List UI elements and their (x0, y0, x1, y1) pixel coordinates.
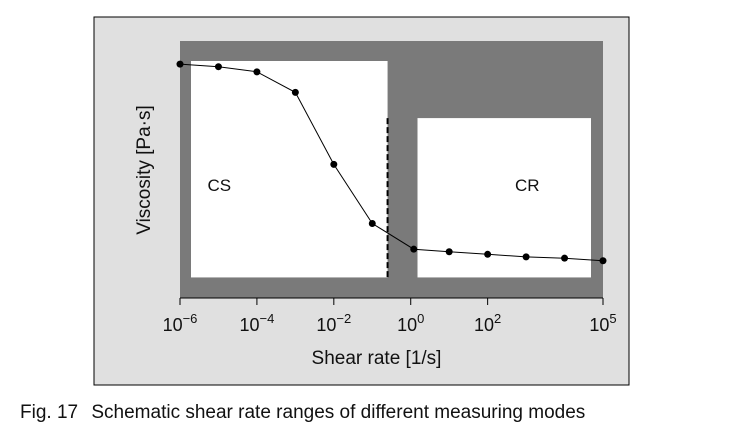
x-tick-label: 100 (397, 311, 424, 335)
data-point (176, 60, 184, 68)
data-point (291, 88, 299, 96)
x-tick-label: 10−6 (163, 311, 198, 335)
region-label-cs: CS (207, 176, 231, 195)
data-point (330, 160, 338, 168)
data-point (445, 248, 453, 256)
region-cs (191, 61, 388, 278)
region-cr (417, 118, 591, 278)
data-point (410, 245, 418, 253)
data-point (368, 219, 376, 227)
data-point (484, 250, 492, 258)
figure-caption: Fig. 17 Schematic shear rate ranges of d… (20, 402, 585, 424)
region-label-cr: CR (515, 176, 540, 195)
x-tick-label: 10−4 (239, 311, 274, 335)
x-tick-label: 102 (474, 311, 501, 335)
data-point (599, 257, 607, 265)
x-tick-label: 105 (589, 311, 616, 335)
data-point (214, 63, 222, 71)
x-axis-label: Shear rate [1/s] (312, 348, 442, 369)
y-axis-label: Viscosity [Pa·s] (134, 105, 155, 235)
data-point (561, 254, 569, 262)
x-tick-label: 10−2 (316, 311, 351, 335)
data-point (522, 253, 530, 261)
data-point (253, 68, 261, 76)
caption-number: Fig. 17 (20, 402, 79, 423)
caption-text: Schematic shear rate ranges of different… (91, 402, 586, 423)
series-line (179, 63, 604, 262)
